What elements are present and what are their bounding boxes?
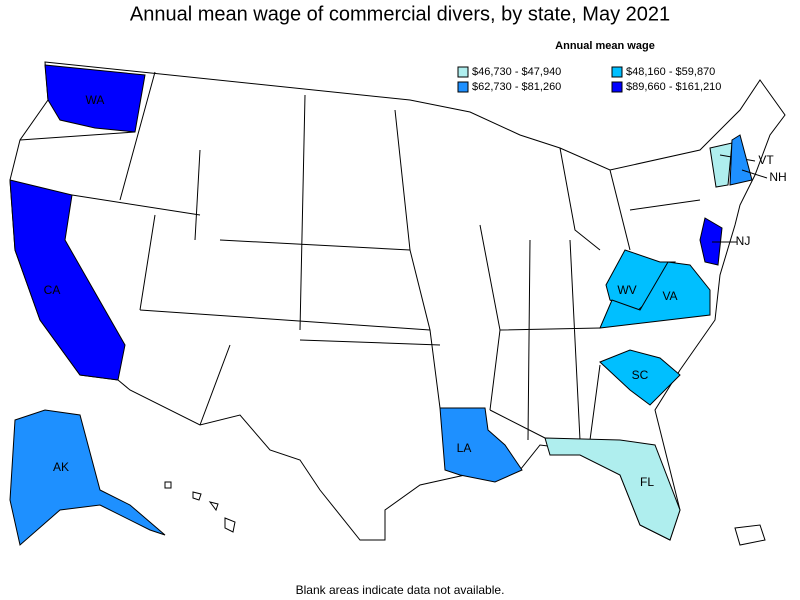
legend-swatch (611, 66, 623, 78)
state-label: NJ (736, 234, 751, 248)
state (44, 64, 146, 133)
state-label: VA (662, 289, 677, 303)
state-label: VT (758, 153, 774, 167)
legend-swatch (457, 81, 469, 93)
footnote: Blank areas indicate data not available. (296, 583, 505, 597)
legend-swatch (457, 66, 469, 78)
state-label: CA (44, 283, 61, 297)
state-label: WA (86, 93, 105, 107)
state-label: FL (640, 475, 654, 489)
state (439, 407, 523, 483)
legend-title: Annual mean wage (555, 40, 655, 52)
legend-swatch (611, 81, 623, 93)
map-title: Annual mean wage of commercial divers, b… (130, 3, 670, 25)
legend-label: $46,730 - $47,940 (472, 66, 561, 78)
state (729, 134, 753, 186)
state (9, 409, 166, 546)
legend-label: $89,660 - $161,210 (626, 81, 721, 93)
state-label: WV (617, 283, 636, 297)
state-label: NH (769, 170, 786, 184)
state (699, 217, 723, 266)
state-label: SC (632, 368, 649, 382)
state (709, 142, 733, 188)
state (9, 179, 126, 381)
state (599, 261, 711, 329)
leader-line (741, 169, 768, 179)
state (544, 437, 681, 541)
state (599, 349, 681, 406)
state-label: LA (457, 441, 472, 455)
legend-label: $62,730 - $81,260 (472, 81, 561, 93)
state-label: AK (53, 460, 69, 474)
legend-label: $48,160 - $59,870 (626, 66, 715, 78)
